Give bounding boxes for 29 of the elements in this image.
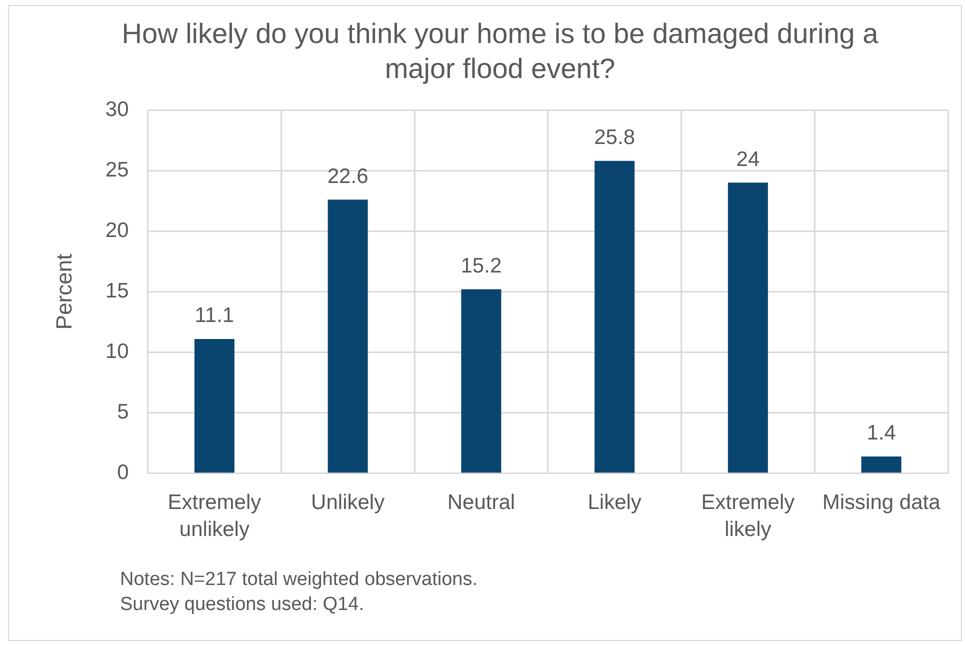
x-tick-label: Extremely likely	[701, 490, 796, 542]
chart-title: How likely do you think your home is to be damaged during a major flood event?	[122, 18, 879, 84]
data-label: 11.1	[194, 304, 234, 328]
text: Survey questions used: Q14.	[120, 593, 365, 617]
bar	[728, 182, 768, 473]
y-tick-label: 15	[105, 279, 129, 302]
bar	[861, 456, 902, 473]
y-tick-label: 0	[117, 461, 129, 484]
data-label: 1.4	[866, 422, 896, 445]
y-tick-label: 30	[105, 98, 129, 121]
x-tick-label: Neutral	[447, 490, 516, 514]
y-tick-label: 10	[105, 340, 129, 364]
x-tick-label: Extremely unlikely	[168, 490, 262, 542]
y-tick-label: 25	[105, 158, 129, 182]
text: Notes: N=217 total weighted observations.	[120, 568, 478, 592]
data-label: 22.6	[327, 164, 368, 188]
y-axis-title: Percent	[51, 254, 76, 330]
bar	[461, 289, 502, 473]
x-tick-label: Missing data	[822, 490, 941, 514]
bar	[194, 338, 234, 473]
bar	[594, 160, 635, 473]
x-tick-label: Likely	[588, 490, 642, 514]
y-tick-label: 5	[117, 400, 129, 424]
y-tick-label: 20	[105, 218, 129, 242]
bar	[328, 200, 368, 473]
x-tick-label: Unlikely	[311, 490, 386, 514]
data-label: 25.8	[594, 126, 636, 150]
data-label: 15.2	[460, 254, 502, 278]
data-label: 24	[736, 148, 760, 171]
